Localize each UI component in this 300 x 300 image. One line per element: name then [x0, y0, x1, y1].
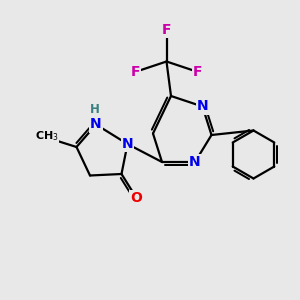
Text: CH$_3$: CH$_3$	[34, 130, 58, 143]
Text: N: N	[90, 118, 102, 131]
Text: F: F	[162, 23, 171, 37]
Text: O: O	[130, 191, 142, 205]
Text: N: N	[122, 137, 133, 151]
Text: H: H	[90, 103, 99, 116]
Text: F: F	[130, 65, 140, 79]
Text: N: N	[189, 155, 201, 169]
Text: N: N	[197, 100, 208, 113]
Text: F: F	[193, 65, 203, 79]
